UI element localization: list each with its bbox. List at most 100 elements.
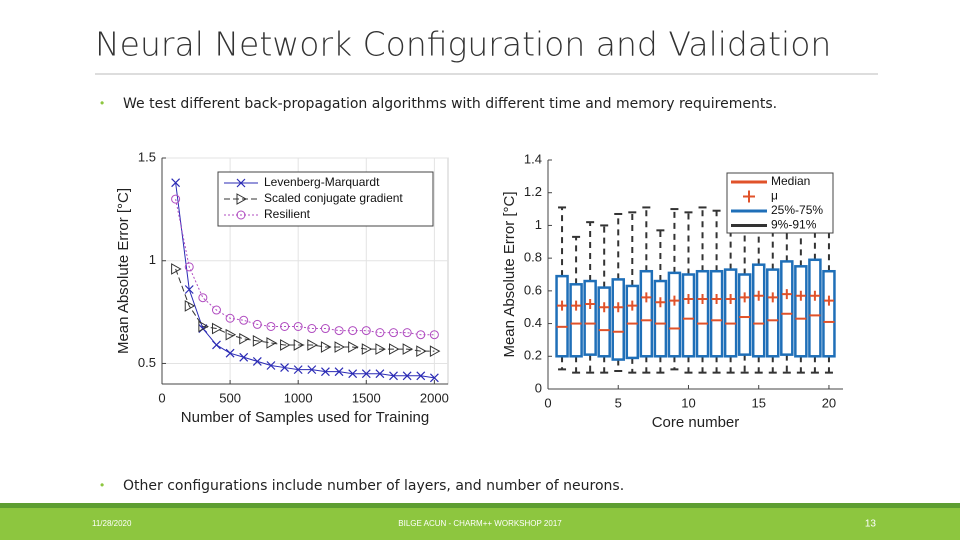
legend-label: μ <box>771 189 778 203</box>
marker <box>348 326 358 336</box>
marker <box>361 326 371 336</box>
legend-label: 25%-75% <box>771 203 823 217</box>
footer-bar <box>0 508 960 540</box>
box <box>667 271 682 358</box>
y-tick-label: 0.5 <box>138 355 156 370</box>
marker <box>171 194 181 204</box>
marker <box>334 341 346 353</box>
marker <box>225 348 235 358</box>
legend-label: 9%-91% <box>771 218 817 232</box>
x-tick-label: 500 <box>219 390 241 405</box>
legend-label: Median <box>771 174 810 188</box>
marker <box>334 326 344 336</box>
mean <box>739 292 750 303</box>
box <box>695 269 710 358</box>
series-line <box>175 182 435 379</box>
marker <box>171 263 182 275</box>
marker <box>361 343 373 355</box>
marker <box>293 339 305 351</box>
box <box>822 269 836 358</box>
marker <box>184 300 196 312</box>
legend-marker <box>236 210 246 220</box>
y-tick-label: 0 <box>535 380 542 395</box>
bullet-dot: • <box>100 96 104 110</box>
x-axis-label: Number of Samples used for Training <box>181 409 429 426</box>
y-axis-label: Mean Absolute Error [°C] <box>501 191 518 357</box>
box <box>653 279 668 358</box>
marker <box>416 330 426 340</box>
marker <box>375 343 386 355</box>
box <box>709 269 724 358</box>
marker <box>402 371 412 381</box>
legend-symbol <box>743 190 755 203</box>
mean <box>795 290 806 301</box>
mean <box>767 292 778 303</box>
box <box>766 268 780 358</box>
x-axis-label: Core number <box>652 414 740 431</box>
y-tick-label: 0.2 <box>524 348 542 363</box>
marker <box>252 335 264 347</box>
marker <box>266 361 276 370</box>
marker <box>361 369 371 379</box>
y-tick-label: 0.6 <box>524 282 542 297</box>
marker <box>375 369 385 379</box>
marker <box>266 337 277 349</box>
slide-title: Neural Network Configuration and Validat… <box>95 25 831 64</box>
marker <box>402 343 414 355</box>
marker <box>307 324 317 334</box>
marker <box>184 262 194 272</box>
marker <box>198 320 209 333</box>
mean <box>641 292 652 303</box>
y-tick-label: 1.4 <box>524 151 542 166</box>
x-tick-label: 10 <box>681 395 695 410</box>
y-tick-label: 0.8 <box>524 250 542 265</box>
marker <box>211 305 221 315</box>
box <box>681 273 696 358</box>
y-axis-label: Mean Absolute Error [°C] <box>115 188 132 354</box>
marker <box>225 313 235 323</box>
marker <box>211 322 223 335</box>
marker <box>293 365 303 375</box>
marker <box>429 373 439 383</box>
marker <box>293 321 303 331</box>
x-tick-label: 0 <box>158 390 165 405</box>
mean <box>725 294 736 305</box>
legend-label: Resilient <box>264 207 311 221</box>
legend-marker <box>236 178 246 188</box>
x-tick-label: 15 <box>751 395 765 410</box>
marker <box>239 352 249 362</box>
mean <box>669 295 680 306</box>
marker <box>280 339 291 351</box>
marker <box>389 343 400 355</box>
marker <box>402 328 412 338</box>
marker <box>321 367 330 377</box>
footer-center: BILGE ACUN - CHARM++ WORKSHOP 2017 <box>398 519 562 528</box>
mean <box>585 298 596 309</box>
legend-label: Scaled conjugate gradient <box>264 191 403 205</box>
series-line <box>175 198 435 336</box>
marker <box>307 365 317 375</box>
marker <box>198 293 208 303</box>
x-tick-label: 0 <box>544 395 551 410</box>
mean <box>781 289 792 300</box>
box <box>737 273 752 356</box>
box <box>569 283 583 358</box>
legend-marker <box>236 193 248 205</box>
y-tick-label: 1 <box>149 252 156 267</box>
marker <box>416 345 427 357</box>
footer-stripe <box>0 503 960 508</box>
marker <box>429 330 439 340</box>
marker <box>280 321 290 331</box>
mean <box>823 295 834 306</box>
marker <box>348 341 359 353</box>
marker <box>184 285 194 294</box>
marker <box>389 328 399 338</box>
box <box>639 269 654 358</box>
marker <box>280 363 289 372</box>
box <box>625 284 640 360</box>
mean <box>711 294 722 305</box>
marker <box>389 371 398 381</box>
marker <box>334 367 344 377</box>
